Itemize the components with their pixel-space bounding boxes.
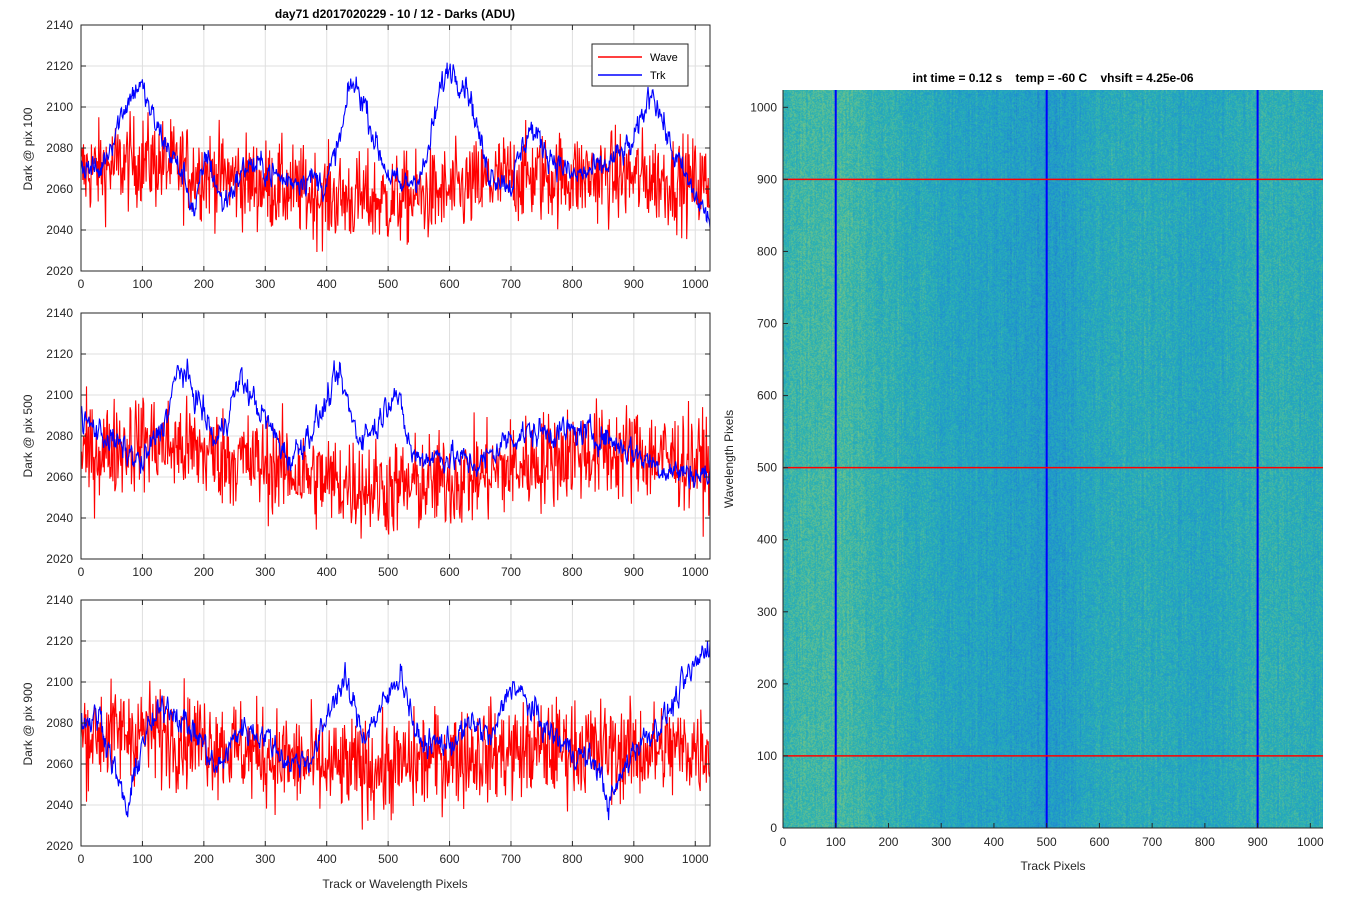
y-tick-label: 2020 (46, 552, 73, 566)
y-tick-label: 700 (757, 317, 777, 331)
x-tick-label: 0 (78, 565, 85, 579)
legend-label-wave: Wave (650, 52, 678, 64)
x-tick-label: 100 (132, 565, 152, 579)
x-tick-label: 700 (501, 852, 521, 866)
x-tick-label: 1000 (1297, 835, 1324, 849)
x-tick-label: 500 (378, 852, 398, 866)
x-tick-label: 1000 (682, 277, 709, 291)
y-axis-label: Dark @ pix 100 (21, 107, 35, 190)
y-tick-label: 2140 (46, 306, 73, 320)
x-tick-label: 300 (255, 852, 275, 866)
series-line-trk (81, 358, 710, 489)
x-tick-label: 800 (562, 565, 582, 579)
y-tick-label: 2020 (46, 839, 73, 853)
line-panel-pix-500: 0 100 200 300 400 500 600 700 800 900 1000 2020 2040… (21, 306, 711, 579)
x-tick-label: 600 (440, 565, 460, 579)
x-tick-label: 900 (624, 277, 644, 291)
y-tick-label: 300 (757, 605, 777, 619)
y-tick-label: 2100 (46, 100, 73, 114)
y-tick-label: 800 (757, 244, 777, 258)
x-tick-label: 200 (194, 852, 214, 866)
y-tick-label: 2120 (46, 347, 73, 361)
y-tick-label: 2040 (46, 798, 73, 812)
y-tick-label: 0 (770, 821, 777, 835)
x-tick-label: 0 (78, 852, 85, 866)
y-tick-label: 2060 (46, 757, 73, 771)
y-tick-label: 100 (757, 749, 777, 763)
x-tick-label: 500 (378, 565, 398, 579)
series-line-trk (81, 640, 710, 821)
y-tick-label: 2080 (46, 429, 73, 443)
y-axis-label: Dark @ pix 500 (21, 394, 35, 477)
y-axis-label: Wavelength Pixels (722, 410, 736, 508)
y-axis-label: Dark @ pix 900 (21, 682, 35, 765)
legend (591, 43, 689, 87)
x-tick-label: 0 (780, 835, 787, 849)
y-tick-label: 2140 (46, 18, 73, 32)
y-tick-label: 600 (757, 389, 777, 403)
y-tick-label: 900 (757, 172, 777, 186)
line-panel-pix-100: 0 100 200 300 400 500 600 700 800 900 1000 2020 2040… (21, 7, 711, 291)
x-tick-label: 900 (624, 852, 644, 866)
x-tick-label: 400 (317, 277, 337, 291)
heatmap-image (783, 90, 1323, 828)
x-tick-label: 200 (194, 277, 214, 291)
x-tick-label: 400 (984, 835, 1004, 849)
legend-box (591, 43, 689, 87)
x-tick-label: 1000 (682, 852, 709, 866)
x-tick-label: 1000 (682, 565, 709, 579)
x-tick-label: 700 (1142, 835, 1162, 849)
y-tick-label: 2140 (46, 593, 73, 607)
series-line-trk (81, 62, 710, 229)
y-tick-label: 1000 (750, 100, 777, 114)
x-tick-label: 0 (78, 277, 85, 291)
x-tick-label: 700 (501, 565, 521, 579)
y-tick-label: 400 (757, 533, 777, 547)
line-panel-pix-900: 0 100 200 300 400 500 600 700 800 900 1000 2020 2040… (21, 593, 711, 891)
x-tick-label: 600 (440, 277, 460, 291)
x-tick-label: 800 (1195, 835, 1215, 849)
x-tick-label: 500 (378, 277, 398, 291)
y-tick-label: 2040 (46, 223, 73, 237)
legend-label-trk: Trk (650, 70, 666, 82)
series-line-wave (81, 386, 710, 539)
x-tick-label: 600 (440, 852, 460, 866)
y-tick-label: 2040 (46, 511, 73, 525)
x-tick-label: 700 (501, 277, 521, 291)
y-tick-label: 2100 (46, 675, 73, 689)
x-tick-label: 500 (1037, 835, 1057, 849)
x-tick-label: 300 (255, 565, 275, 579)
x-tick-label: 900 (1248, 835, 1268, 849)
y-tick-label: 2100 (46, 388, 73, 402)
y-tick-label: 2080 (46, 716, 73, 730)
x-tick-label: 600 (1089, 835, 1109, 849)
x-tick-label: 800 (562, 852, 582, 866)
x-tick-label: 300 (255, 277, 275, 291)
y-tick-label: 2120 (46, 634, 73, 648)
x-tick-label: 200 (194, 565, 214, 579)
x-tick-label: 400 (317, 852, 337, 866)
x-tick-label: 100 (132, 277, 152, 291)
figure-title: day71 d2017020229 - 10 / 12 - Darks (ADU… (275, 7, 515, 21)
y-tick-label: 2020 (46, 264, 73, 278)
series-line-wave (81, 678, 710, 830)
x-axis-label: Track Pixels (1021, 859, 1086, 873)
x-tick-label: 800 (562, 277, 582, 291)
y-tick-label: 500 (757, 461, 777, 475)
heatmap-panel: 0 100 200 300 400 500 600 700 800 900 1000 0 100 200 3… (722, 71, 1324, 873)
x-tick-label: 100 (132, 852, 152, 866)
x-tick-label: 100 (826, 835, 846, 849)
y-tick-label: 2060 (46, 470, 73, 484)
x-axis-label: Track or Wavelength Pixels (322, 877, 467, 891)
x-tick-label: 300 (931, 835, 951, 849)
y-tick-label: 200 (757, 677, 777, 691)
heatmap-title: int time = 0.12 s temp = -60 C vhsift = … (912, 71, 1193, 85)
x-tick-label: 200 (878, 835, 898, 849)
y-tick-label: 2120 (46, 59, 73, 73)
y-tick-label: 2060 (46, 182, 73, 196)
y-tick-label: 2080 (46, 141, 73, 155)
x-tick-label: 400 (317, 565, 337, 579)
x-tick-label: 900 (624, 565, 644, 579)
